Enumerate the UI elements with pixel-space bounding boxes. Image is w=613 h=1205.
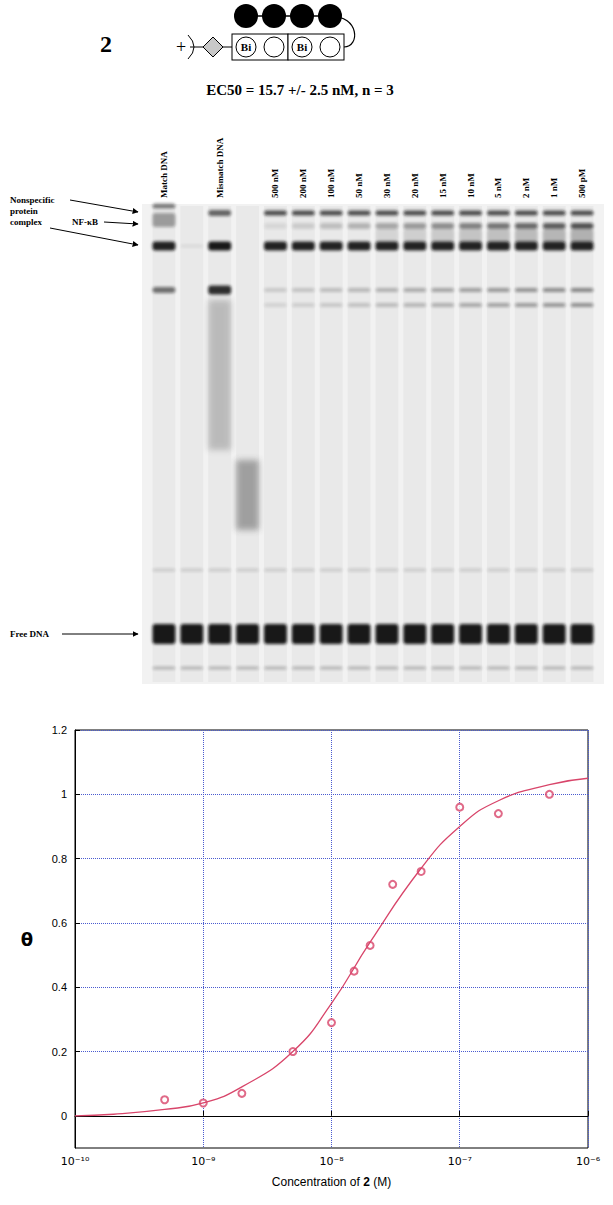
svg-text:5 nM: 5 nM [493,177,503,198]
svg-text:50 nM: 50 nM [354,173,364,198]
svg-text:Concentration of: Concentration of [272,1175,363,1189]
svg-text:2: 2 [100,31,112,57]
svg-text:2: 2 [363,1175,370,1189]
svg-text:Bi: Bi [241,41,251,53]
svg-text:10⁻⁶: 10⁻⁶ [576,1155,601,1168]
svg-text:0.4: 0.4 [52,981,67,993]
svg-text:EC50 = 15.7 +/- 2.5 nM, n = 3: EC50 = 15.7 +/- 2.5 nM, n = 3 [206,82,394,98]
svg-text:0.2: 0.2 [52,1046,67,1058]
svg-text:500 pM: 500 pM [577,168,587,198]
svg-text:0: 0 [61,1110,67,1122]
svg-text:15 nM: 15 nM [438,173,448,198]
svg-text:1: 1 [61,788,67,800]
svg-text:complex: complex [10,217,42,227]
svg-text:2 nM: 2 nM [521,177,531,198]
svg-text:20 nM: 20 nM [410,173,420,198]
svg-text:10⁻⁷: 10⁻⁷ [448,1155,472,1168]
svg-text:(M): (M) [370,1175,391,1189]
svg-text:30 nM: 30 nM [382,173,392,198]
svg-text:1.2: 1.2 [52,724,67,736]
svg-text:Bi: Bi [297,41,307,53]
svg-text:Free DNA: Free DNA [10,629,50,639]
svg-text:10⁻¹⁰: 10⁻¹⁰ [61,1155,90,1168]
svg-text:+: + [176,37,186,57]
svg-text:200 nM: 200 nM [298,168,308,198]
svg-text:Match DNA: Match DNA [159,151,169,198]
svg-text:10 nM: 10 nM [466,173,476,198]
svg-text:0.8: 0.8 [52,853,67,865]
svg-text:NF-κB: NF-κB [72,217,98,227]
svg-text:protein: protein [10,206,38,216]
svg-text:1 nM: 1 nM [549,177,559,198]
svg-text:Mismatch DNA: Mismatch DNA [215,137,225,198]
svg-text:0.6: 0.6 [52,917,67,929]
svg-text:500 nM: 500 nM [270,168,280,198]
svg-text:10⁻⁹: 10⁻⁹ [191,1155,215,1168]
svg-text:10⁻⁸: 10⁻⁸ [319,1155,344,1168]
svg-text:θ: θ [21,929,33,950]
svg-text:100 nM: 100 nM [326,168,336,198]
svg-text:Nonspecific: Nonspecific [10,195,55,205]
